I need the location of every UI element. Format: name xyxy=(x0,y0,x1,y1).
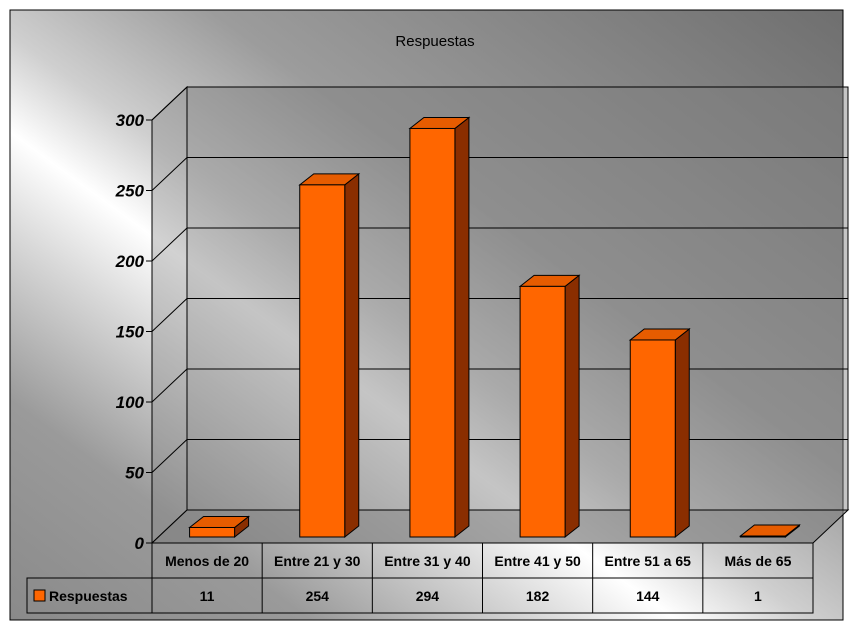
value-label: 144 xyxy=(636,588,660,604)
y-tick-label: 50 xyxy=(125,464,144,483)
gridline-side xyxy=(151,298,188,332)
y-tick-label: 100 xyxy=(116,393,145,412)
y-axis-ticks: 0 50 100 150 200 250 300 xyxy=(115,111,153,553)
category-label: Más de 65 xyxy=(724,553,791,569)
bar-side xyxy=(564,274,580,539)
floor xyxy=(150,509,850,544)
y-tick-label: 300 xyxy=(116,111,145,130)
bar-2 xyxy=(298,172,361,539)
bar-side xyxy=(674,327,690,539)
bar-side xyxy=(454,116,470,539)
value-label: 182 xyxy=(526,588,550,604)
category-label: Entre 51 a 65 xyxy=(605,553,692,569)
category-label: Entre 31 y 40 xyxy=(384,553,471,569)
gridline-side xyxy=(151,86,188,121)
gridline-side xyxy=(151,227,188,262)
bar-front xyxy=(519,285,566,538)
chart-title: Respuestas xyxy=(395,33,474,50)
y-tick-label: 0 xyxy=(135,534,145,553)
gridline-side xyxy=(151,157,188,191)
legend-swatch xyxy=(33,589,46,602)
table-values-row xyxy=(26,577,814,614)
category-label: Menos de 20 xyxy=(165,553,249,569)
legend-label: Respuestas xyxy=(49,588,128,604)
bar-3 xyxy=(408,116,471,539)
gridline-side xyxy=(151,439,188,473)
bar-1 xyxy=(188,515,251,539)
y-tick-label: 150 xyxy=(116,323,145,342)
plot-walls xyxy=(150,85,850,545)
gridlines xyxy=(151,86,848,473)
category-label: Entre 41 y 50 xyxy=(494,553,581,569)
value-label: 254 xyxy=(306,588,330,604)
bar-front xyxy=(189,526,236,538)
bar-front xyxy=(299,184,346,538)
value-label: 1 xyxy=(754,588,762,604)
bar-6 xyxy=(738,523,801,539)
value-label: 11 xyxy=(200,588,215,604)
bars xyxy=(188,116,801,539)
gridline-side xyxy=(151,368,188,403)
bar-side xyxy=(344,172,360,539)
bar-5 xyxy=(628,327,691,539)
category-label: Entre 21 y 30 xyxy=(274,553,361,569)
data-table: Menos de 20 11 Entre 21 y 30 254 Entre 31 y … xyxy=(26,542,814,614)
bar-front xyxy=(739,535,786,538)
y-tick-label: 250 xyxy=(115,182,145,201)
bar-4 xyxy=(518,274,581,539)
bar-front xyxy=(629,339,676,538)
value-label: 294 xyxy=(416,588,440,604)
bar-front xyxy=(409,127,456,538)
y-tick-label: 200 xyxy=(115,252,145,271)
